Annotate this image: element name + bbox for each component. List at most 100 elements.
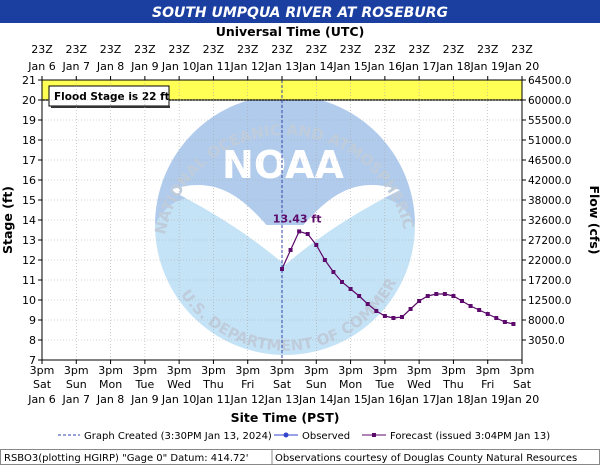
y-tick-label: 8 bbox=[29, 334, 36, 347]
top-time-label: 23Z bbox=[306, 43, 328, 56]
y-tick-label: 12 bbox=[22, 254, 36, 267]
flow-tick-label: 22000.0 bbox=[528, 255, 571, 267]
y-axis-label: Stage (ft) bbox=[0, 186, 15, 254]
top-time-label: 23Z bbox=[134, 43, 156, 56]
bottom-dow-label: Fri bbox=[481, 378, 494, 391]
bottom-date-label: Jan 12 bbox=[229, 393, 264, 406]
noaa-lower-half bbox=[155, 197, 415, 355]
top-time-label: 23Z bbox=[408, 43, 430, 56]
chart-title: SOUTH UMPQUA RIVER AT ROSEBURG bbox=[152, 5, 448, 21]
top-date-label: Jan 15 bbox=[332, 60, 367, 73]
forecast-point bbox=[348, 287, 353, 291]
flow-tick-label: 3050.0 bbox=[528, 335, 565, 347]
bottom-date-label: Jan 14 bbox=[298, 393, 333, 406]
legend-forecast-marker bbox=[372, 433, 376, 437]
forecast-point bbox=[460, 299, 464, 303]
forecast-point bbox=[305, 232, 310, 236]
bottom-dow-label: Mon bbox=[339, 378, 362, 391]
forecast-point bbox=[288, 248, 293, 252]
forecast-point bbox=[280, 267, 284, 271]
bottom-dow-label: Tue bbox=[134, 378, 154, 391]
legend-created-label: Graph Created (3:30PM Jan 13, 2024) bbox=[84, 431, 272, 442]
footer-datum: RSBO3(plotting HGIRP) "Gage 0" Datum: 41… bbox=[4, 453, 249, 464]
top-date-label: Jan 12 bbox=[229, 60, 264, 73]
bottom-time-label: 3pm bbox=[441, 364, 466, 377]
forecast-point bbox=[477, 308, 482, 312]
flow-tick-label: 55500.0 bbox=[528, 115, 571, 127]
top-date-label: Jan 18 bbox=[435, 60, 470, 73]
bottom-date-label: Jan 15 bbox=[332, 393, 367, 406]
forecast-point bbox=[314, 243, 319, 247]
top-time-label: 23Z bbox=[443, 43, 465, 56]
bottom-date-label: Jan 19 bbox=[469, 393, 504, 406]
bottom-time-label: 3pm bbox=[30, 364, 55, 377]
plot-border bbox=[41, 79, 523, 361]
forecast-point bbox=[374, 309, 379, 313]
flow-tick-label: 32600.0 bbox=[528, 215, 571, 227]
y-tick-label: 15 bbox=[22, 194, 36, 207]
forecast-point bbox=[494, 316, 499, 320]
flow-tick-label: 42000.0 bbox=[528, 175, 571, 187]
noaa-logo-text: NOAA bbox=[222, 143, 344, 187]
bottom-time-label: 3pm bbox=[64, 364, 89, 377]
bottom-dow-label: Fri bbox=[241, 378, 254, 391]
bottom-time-label: 3pm bbox=[201, 364, 226, 377]
bottom-date-label: Jan 13 bbox=[264, 393, 299, 406]
footer-credit: Observations courtesy of Douglas County … bbox=[275, 453, 577, 464]
bottom-date-label: Jan 9 bbox=[130, 393, 158, 406]
y-tick-label: 21 bbox=[22, 74, 36, 87]
forecast-point bbox=[357, 294, 362, 298]
forecast-point bbox=[425, 294, 430, 298]
bottom-dow-label: Sat bbox=[273, 378, 292, 391]
forecast-point bbox=[434, 292, 439, 296]
bottom-time-label: 3pm bbox=[510, 364, 535, 377]
top-time-label: 23Z bbox=[31, 43, 53, 56]
top-time-label: 23Z bbox=[271, 43, 293, 56]
top-time-label: 23Z bbox=[511, 43, 533, 56]
top-time-label: 23Z bbox=[340, 43, 362, 56]
forecast-point bbox=[468, 304, 473, 308]
top-date-label: Jan 6 bbox=[27, 60, 55, 73]
bottom-time-label: 3pm bbox=[235, 364, 260, 377]
y-tick-label: 9 bbox=[29, 314, 36, 327]
y-tick-label: 10 bbox=[22, 294, 36, 307]
peak-label: 13.43 ft bbox=[273, 212, 322, 225]
top-time-label: 23Z bbox=[374, 43, 396, 56]
bottom-dow-label: Sun bbox=[66, 378, 87, 391]
top-date-label: Jan 19 bbox=[469, 60, 504, 73]
top-time-label: 23Z bbox=[237, 43, 259, 56]
forecast-point bbox=[331, 270, 336, 274]
flow-tick-label: 12500.0 bbox=[528, 295, 571, 307]
forecast-point bbox=[451, 294, 456, 298]
title-bar bbox=[0, 0, 600, 23]
bottom-date-label: Jan 6 bbox=[27, 393, 55, 406]
y-axis-right-label: Flow (cfs) bbox=[587, 185, 600, 254]
forecast-point bbox=[297, 229, 302, 234]
bottom-date-label: Jan 10 bbox=[161, 393, 196, 406]
y-tick-label: 20 bbox=[22, 94, 36, 107]
flow-tick-label: 64500.0 bbox=[528, 75, 571, 87]
y-tick-label: 11 bbox=[22, 274, 36, 287]
y-tick-label: 16 bbox=[22, 174, 36, 187]
top-date-label: Jan 11 bbox=[195, 60, 230, 73]
bottom-time-label: 3pm bbox=[270, 364, 295, 377]
top-time-label: 23Z bbox=[168, 43, 190, 56]
legend-observed-marker bbox=[283, 432, 289, 438]
bottom-time-label: 3pm bbox=[133, 364, 158, 377]
bottom-date-label: Jan 7 bbox=[62, 393, 90, 406]
top-time-label: 23Z bbox=[203, 43, 225, 56]
noaa-gull bbox=[170, 185, 400, 265]
bottom-dow-label: Sat bbox=[33, 378, 52, 391]
flow-tick-label: 60000.0 bbox=[528, 95, 571, 107]
flood-stage-label: Flood Stage is 22 ft bbox=[54, 91, 170, 103]
flow-tick-label: 46500.0 bbox=[528, 155, 571, 167]
y-tick-label: 7 bbox=[29, 354, 36, 367]
bottom-date-label: Jan 16 bbox=[367, 393, 402, 406]
top-date-label: Jan 9 bbox=[130, 60, 158, 73]
top-time-label: 23Z bbox=[100, 43, 122, 56]
top-date-label: Jan 20 bbox=[504, 60, 539, 73]
y-tick-label: 17 bbox=[22, 154, 36, 167]
forecast-point bbox=[382, 314, 387, 318]
flow-tick-label: 38000.0 bbox=[528, 195, 571, 207]
bottom-dow-label: Tue bbox=[374, 378, 394, 391]
